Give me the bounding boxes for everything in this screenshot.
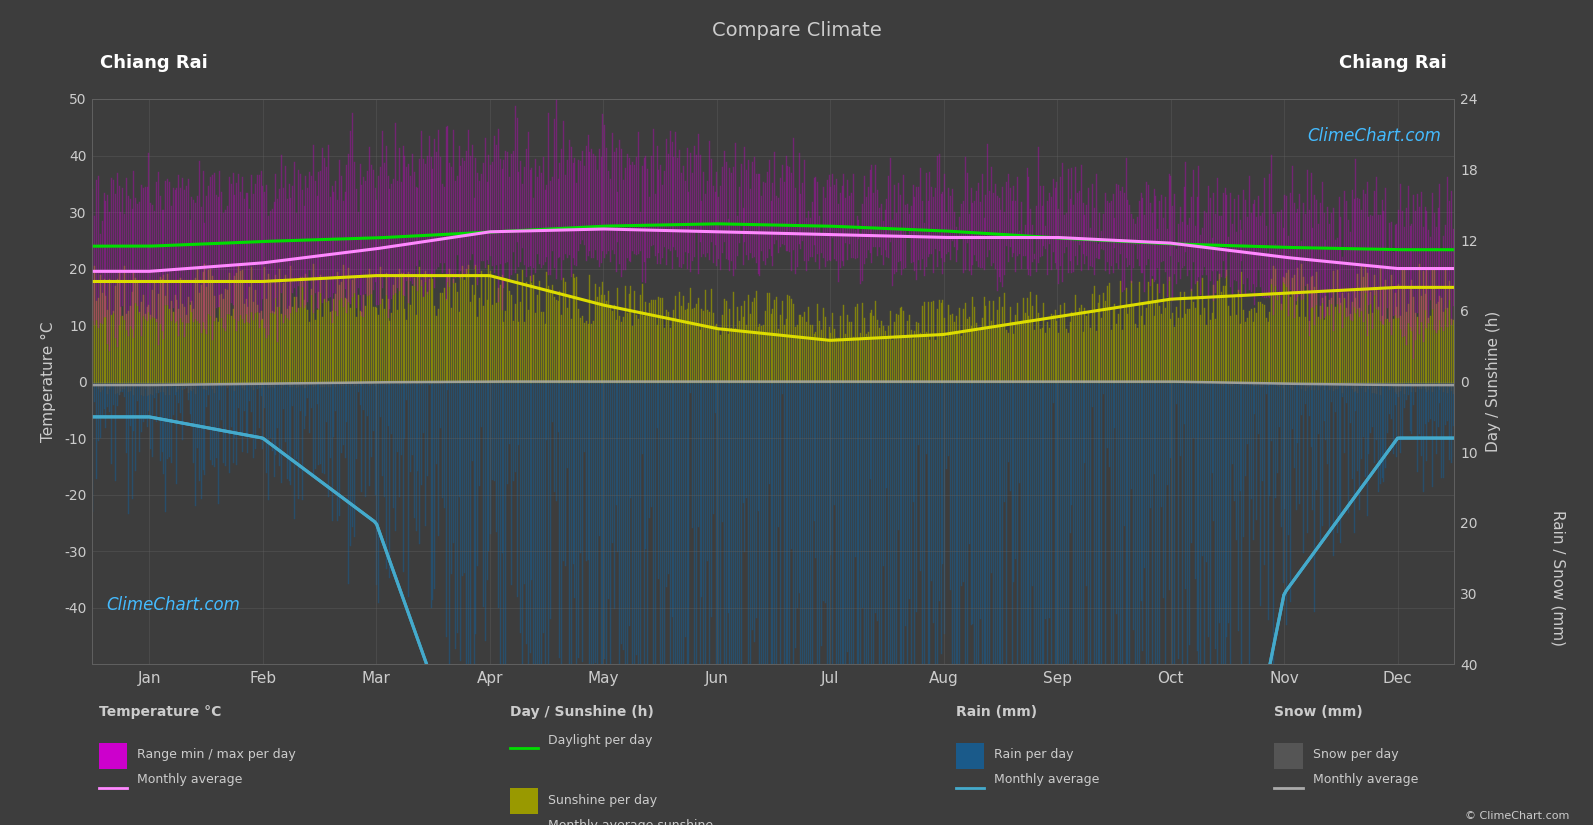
Text: Chiang Rai: Chiang Rai — [100, 54, 209, 72]
Text: © ClimeChart.com: © ClimeChart.com — [1464, 811, 1569, 821]
Text: Monthly average: Monthly average — [994, 773, 1099, 786]
Text: Monthly average: Monthly average — [137, 773, 242, 786]
Text: ClimeChart.com: ClimeChart.com — [107, 596, 241, 615]
Y-axis label: Temperature °C: Temperature °C — [41, 321, 56, 442]
Text: Sunshine per day: Sunshine per day — [548, 794, 658, 807]
Text: Monthly average: Monthly average — [1313, 773, 1418, 786]
Y-axis label: Day / Sunshine (h): Day / Sunshine (h) — [1486, 311, 1501, 452]
Text: Snow (mm): Snow (mm) — [1274, 705, 1364, 719]
Text: Rain per day: Rain per day — [994, 748, 1074, 761]
Text: Rain (mm): Rain (mm) — [956, 705, 1037, 719]
Text: Range min / max per day: Range min / max per day — [137, 748, 296, 761]
Text: ClimeChart.com: ClimeChart.com — [1306, 127, 1440, 145]
Text: Temperature °C: Temperature °C — [99, 705, 221, 719]
Text: Daylight per day: Daylight per day — [548, 733, 653, 747]
Text: Compare Climate: Compare Climate — [712, 21, 881, 40]
Text: Snow per day: Snow per day — [1313, 748, 1399, 761]
Text: Chiang Rai: Chiang Rai — [1338, 54, 1446, 72]
Text: Rain / Snow (mm): Rain / Snow (mm) — [1550, 510, 1566, 645]
Text: Monthly average sunshine: Monthly average sunshine — [548, 818, 714, 825]
Text: Day / Sunshine (h): Day / Sunshine (h) — [510, 705, 653, 719]
